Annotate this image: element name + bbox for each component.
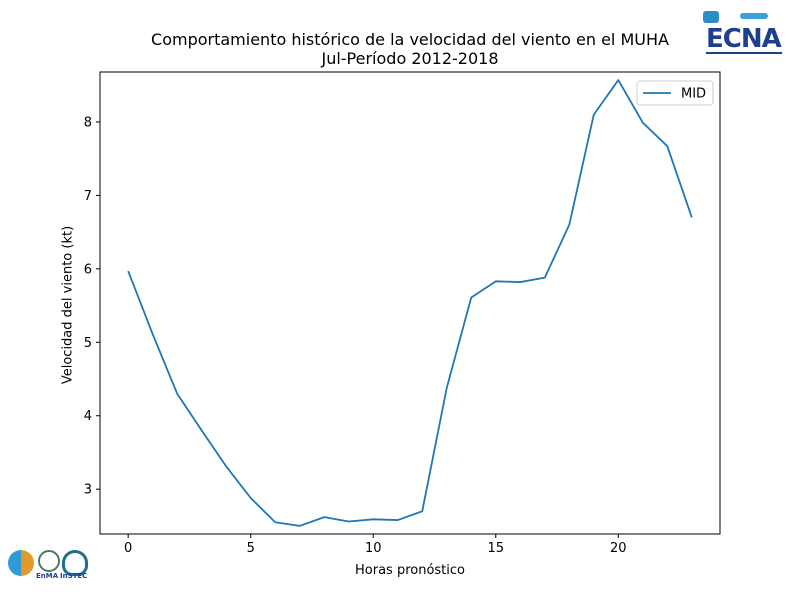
- chart-subtitle: Jul-Período 2012-2018: [321, 49, 499, 68]
- institution-logos: EnMA InSTEC: [8, 548, 88, 582]
- ticks: 0 5 10 15 20 3 4 5 6 7 8: [84, 115, 627, 556]
- y-tick-label: 8: [84, 115, 92, 130]
- y-tick-label: 3: [84, 483, 92, 498]
- x-axis-label: Horas pronóstico: [355, 563, 465, 578]
- x-tick-label: 0: [124, 541, 132, 556]
- axes: [99, 71, 721, 535]
- plot-frame: [99, 71, 721, 535]
- x-tick-label: 5: [247, 541, 255, 556]
- lightning-logo-icon: [8, 550, 34, 576]
- y-tick-label: 4: [84, 409, 92, 424]
- series: [127, 79, 693, 527]
- y-tick-label: 7: [84, 189, 92, 204]
- legend: MID: [636, 80, 714, 106]
- x-tick-label: 15: [487, 541, 504, 556]
- ecna-logo: ECNA: [700, 8, 790, 56]
- instec-logo-icon: [62, 550, 88, 576]
- y-tick-label: 6: [84, 262, 92, 277]
- y-tick-label: 5: [84, 336, 92, 351]
- enma-logo-text: EnMA: [36, 572, 59, 580]
- logo-strip: [706, 52, 782, 54]
- ecna-logo-text: ECNA: [706, 24, 782, 54]
- series-line-mid: [127, 79, 693, 527]
- chart-title: Comportamiento histórico de la velocidad…: [151, 30, 669, 49]
- instec-logo-text: InSTEC: [60, 572, 88, 580]
- x-tick-label: 10: [365, 541, 382, 556]
- atom-logo-icon: [38, 550, 60, 572]
- crown-icon: [703, 11, 719, 23]
- legend-label: MID: [681, 87, 706, 102]
- x-tick-label: 20: [610, 541, 627, 556]
- legend-box: [636, 80, 714, 106]
- y-axis-label: Velocidad del viento (kt): [60, 225, 76, 385]
- airplane-icon: [740, 13, 768, 19]
